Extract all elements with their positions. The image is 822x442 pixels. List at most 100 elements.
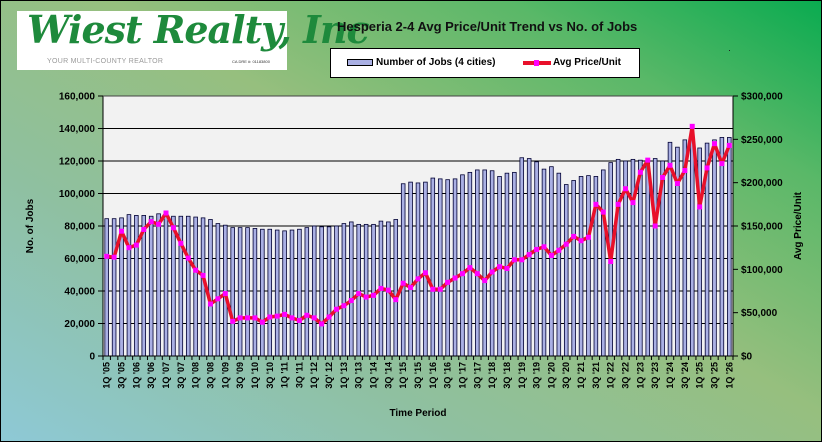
x-tick-label: 3Q' 12 — [324, 362, 334, 389]
price-marker — [437, 286, 443, 292]
y2-tick-label: $50,000 — [741, 308, 778, 319]
price-marker — [645, 157, 651, 163]
price-marker — [697, 204, 703, 210]
y-tick-label: 100,000 — [59, 189, 96, 200]
price-marker — [333, 306, 339, 312]
x-tick-label: 1Q '06 — [131, 362, 141, 389]
bar — [334, 225, 339, 357]
bar — [534, 161, 539, 357]
price-marker — [556, 247, 562, 253]
y2-tick-label: $0 — [741, 352, 753, 363]
y2-tick-label: $200,000 — [741, 178, 783, 189]
price-marker — [548, 252, 554, 258]
bar — [512, 171, 517, 357]
bar — [223, 224, 228, 357]
legend-item-jobs: Number of Jobs (4 cities) — [347, 57, 495, 68]
bar — [230, 227, 235, 357]
y-tick-label: 120,000 — [59, 157, 96, 168]
price-marker — [259, 319, 265, 325]
bar — [452, 178, 458, 357]
logo-tagline: YOUR MULTI-COUNTY REALTOR — [47, 58, 164, 65]
bar — [719, 137, 725, 357]
company-logo: Wiest Realty, Inc YOUR MULTI-COUNTY REAL… — [17, 7, 370, 70]
bar — [712, 139, 717, 357]
price-marker — [326, 314, 332, 320]
x-tick-label: 1Q '19 — [517, 362, 527, 389]
x-tick-label: 1Q '22 — [606, 362, 616, 389]
price-marker — [378, 285, 384, 291]
y2-axis-title: Avg Price/Unit — [793, 191, 804, 260]
price-marker — [289, 315, 295, 321]
price-marker — [341, 303, 347, 309]
x-tick-label: 1Q '13 — [339, 362, 349, 389]
bar — [319, 226, 324, 357]
y-tick-label: 160,000 — [59, 92, 96, 103]
price-marker — [274, 313, 280, 319]
price-marker — [497, 264, 503, 270]
price-marker — [111, 254, 117, 260]
y2-tick-label: $150,000 — [741, 222, 783, 233]
price-marker — [267, 314, 273, 320]
bar — [460, 174, 465, 357]
price-marker — [467, 265, 473, 271]
x-tick-label: 3Q '25 — [709, 362, 719, 389]
bar — [408, 181, 413, 357]
price-marker — [296, 317, 302, 323]
y-tick-label: 60,000 — [64, 254, 95, 265]
bar — [645, 161, 651, 357]
price-marker — [319, 321, 325, 327]
price-marker — [400, 280, 406, 286]
price-marker — [363, 294, 369, 300]
bar — [260, 228, 265, 357]
bar — [171, 215, 176, 357]
y2-tick-label: $250,000 — [741, 135, 783, 146]
price-marker — [585, 234, 591, 240]
price-marker — [667, 162, 673, 168]
price-marker — [245, 315, 251, 321]
legend-label-price: Avg Price/Unit — [553, 57, 621, 68]
x-tick-label: 1Q '11 — [280, 362, 290, 388]
x-tick-label: 3Q '22 — [621, 362, 631, 389]
price-marker — [489, 269, 495, 275]
bar — [689, 138, 695, 357]
y2-tick-label: $100,000 — [741, 265, 783, 276]
x-tick-label: 3Q '17 — [472, 362, 482, 389]
bar — [638, 159, 643, 357]
price-marker — [459, 271, 465, 277]
price-marker — [689, 123, 695, 129]
x-tick-label: 1Q '26 — [724, 362, 734, 389]
y-tick-label: 80,000 — [64, 222, 95, 233]
bar — [304, 227, 310, 357]
price-marker — [371, 292, 377, 298]
bar — [393, 219, 399, 357]
x-tick-label: 1Q '20 — [546, 362, 556, 389]
x-tick-label: 3Q '21 — [591, 362, 601, 389]
x-tick-label: 1Q '05 — [102, 362, 112, 389]
price-marker — [141, 226, 147, 232]
price-marker — [608, 259, 614, 265]
bar — [245, 227, 250, 357]
bar — [111, 218, 117, 357]
bar — [437, 178, 443, 357]
bar — [349, 221, 354, 357]
x-tick-label: 3Q '14 — [383, 362, 393, 389]
bar — [423, 181, 428, 357]
x-tick-label: 3Q '05 — [117, 362, 127, 389]
bar — [215, 223, 221, 357]
price-marker — [482, 278, 488, 284]
bar — [601, 169, 606, 357]
price-marker — [526, 252, 532, 258]
price-marker — [422, 270, 428, 276]
bar — [208, 219, 213, 357]
bar — [237, 227, 243, 357]
price-marker — [200, 272, 206, 278]
x-tick-label: 3Q '10 — [265, 362, 275, 389]
price-marker — [393, 297, 399, 303]
price-marker — [215, 296, 221, 302]
bar — [282, 230, 287, 357]
x-tick-label: 1Q '18 — [487, 362, 497, 389]
bar — [430, 177, 436, 357]
x-tick-label: 3Q '18 — [502, 362, 512, 389]
price-marker — [563, 241, 569, 247]
price-marker — [185, 255, 191, 261]
